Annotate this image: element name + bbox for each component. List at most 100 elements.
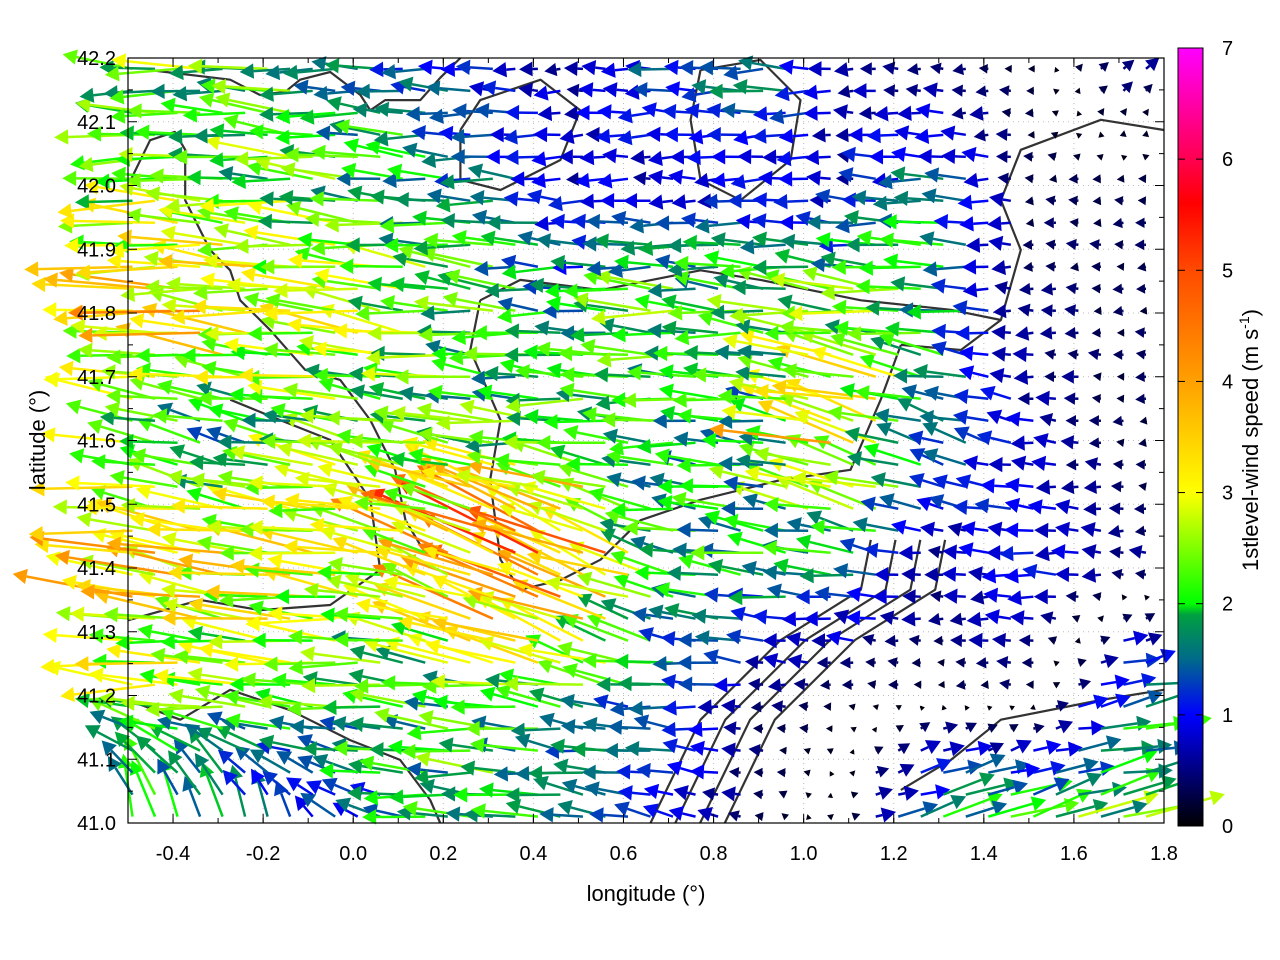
wind-arrow-head bbox=[835, 127, 849, 143]
wind-arrow-shaft bbox=[510, 603, 584, 642]
wind-arrow-head bbox=[402, 142, 418, 158]
wind-arrow-shaft bbox=[257, 298, 313, 312]
wind-arrow-head bbox=[531, 151, 547, 167]
wind-arrow-head bbox=[421, 152, 436, 169]
wind-arrow-head bbox=[752, 192, 767, 208]
wind-arrow-shaft bbox=[561, 199, 584, 205]
wind-arrow-head bbox=[940, 148, 956, 165]
wind-arrow-head bbox=[795, 534, 812, 550]
wind-arrow bbox=[897, 763, 915, 777]
wind-arrow bbox=[999, 545, 1034, 562]
wind-arrow bbox=[158, 253, 268, 270]
wind-arrow bbox=[1053, 88, 1060, 95]
wind-arrow-shaft bbox=[734, 748, 741, 752]
wind-arrow bbox=[402, 436, 494, 466]
wind-arrow bbox=[1112, 305, 1124, 317]
wind-arrow-head bbox=[909, 448, 926, 463]
wind-arrow-head bbox=[42, 627, 58, 643]
wind-arrow-shaft bbox=[501, 530, 584, 576]
wind-arrow-head bbox=[752, 106, 768, 122]
wind-arrow-shaft bbox=[1055, 725, 1062, 730]
wind-arrow-head bbox=[570, 327, 585, 343]
wind-arrow-head bbox=[336, 428, 352, 445]
wind-arrow-head bbox=[1112, 217, 1123, 229]
wind-arrow-shaft bbox=[484, 809, 539, 818]
wind-arrow-head bbox=[485, 149, 500, 165]
wind-arrow-head bbox=[320, 607, 335, 623]
wind-arrow bbox=[162, 597, 246, 620]
wind-arrow-shaft bbox=[920, 745, 929, 752]
wind-arrow bbox=[647, 282, 696, 299]
wind-arrow bbox=[730, 174, 764, 190]
wind-arrow-head bbox=[1065, 459, 1077, 471]
wind-arrow bbox=[875, 807, 897, 823]
wind-arrow-head bbox=[672, 392, 687, 408]
wind-arrow-shaft bbox=[790, 155, 809, 160]
wind-arrow-shaft bbox=[1018, 484, 1034, 488]
wind-arrow bbox=[1092, 372, 1102, 382]
wind-arrow-shaft bbox=[540, 555, 629, 576]
wind-arrow bbox=[770, 272, 854, 291]
wind-arrow-shaft bbox=[397, 642, 471, 664]
wind-arrow-head bbox=[414, 270, 430, 285]
wind-arrow-shaft bbox=[828, 592, 854, 598]
wind-arrow bbox=[57, 199, 156, 219]
wind-arrow-head bbox=[999, 545, 1014, 562]
wind-arrow bbox=[387, 163, 449, 181]
wind-arrow bbox=[1012, 346, 1034, 363]
wind-arrow bbox=[382, 562, 449, 598]
wind-arrow-head bbox=[282, 382, 298, 398]
wind-arrow bbox=[477, 384, 539, 400]
wind-arrow bbox=[774, 85, 809, 102]
wind-arrow-head bbox=[288, 629, 303, 645]
wind-arrow-head bbox=[924, 567, 938, 583]
wind-arrow-shaft bbox=[94, 590, 201, 598]
wind-arrow bbox=[1027, 499, 1057, 515]
wind-arrow-head bbox=[744, 465, 760, 482]
wind-arrow-head bbox=[689, 764, 705, 780]
wind-arrow-head bbox=[713, 272, 729, 288]
wind-arrow-shaft bbox=[976, 287, 989, 292]
wind-arrow-head bbox=[710, 172, 726, 188]
wind-arrow bbox=[425, 80, 471, 96]
wind-arrow-head bbox=[299, 109, 315, 125]
wind-arrow-shaft bbox=[647, 88, 674, 93]
wind-arrow-shaft bbox=[966, 416, 989, 422]
wind-arrow bbox=[987, 705, 993, 711]
wind-arrow bbox=[533, 85, 561, 101]
wind-arrow-head bbox=[1010, 435, 1025, 451]
wind-arrow bbox=[234, 238, 313, 255]
wind-arrow bbox=[543, 414, 606, 430]
wind-arrow-head bbox=[157, 379, 173, 395]
wind-arrow-head bbox=[714, 344, 730, 361]
wind-arrow-head bbox=[103, 607, 119, 623]
wind-arrow-head bbox=[391, 620, 407, 636]
wind-arrow bbox=[778, 171, 809, 187]
wind-arrow-head bbox=[820, 251, 836, 267]
wind-arrow bbox=[778, 59, 809, 75]
wind-arrow-head bbox=[893, 190, 909, 207]
y-tick-label: 41.3 bbox=[77, 622, 116, 644]
wind-arrow-head bbox=[1035, 390, 1050, 406]
wind-arrow bbox=[578, 82, 606, 98]
wind-arrow-shaft bbox=[589, 577, 651, 598]
wind-arrow-head bbox=[730, 606, 746, 622]
wind-arrow-shaft bbox=[194, 621, 268, 642]
wind-arrow-head bbox=[369, 189, 385, 205]
wind-arrow-head bbox=[811, 127, 826, 143]
wind-arrow-shaft bbox=[324, 151, 381, 159]
wind-arrow-head bbox=[528, 765, 543, 781]
wind-arrow-shaft bbox=[200, 403, 246, 422]
wind-arrow-head bbox=[160, 671, 176, 688]
wind-arrow-shaft bbox=[271, 220, 313, 225]
wind-arrow-head bbox=[156, 714, 173, 730]
wind-arrow-head bbox=[497, 297, 513, 313]
wind-arrow-shaft bbox=[911, 111, 921, 115]
wind-arrow bbox=[1119, 130, 1127, 138]
wind-arrow bbox=[728, 767, 741, 778]
wind-arrow bbox=[968, 632, 989, 649]
wind-arrow-shaft bbox=[419, 111, 448, 116]
wind-arrow-shaft bbox=[163, 770, 179, 817]
wind-arrow-shaft bbox=[690, 414, 741, 422]
wind-arrow-head bbox=[1098, 85, 1108, 95]
